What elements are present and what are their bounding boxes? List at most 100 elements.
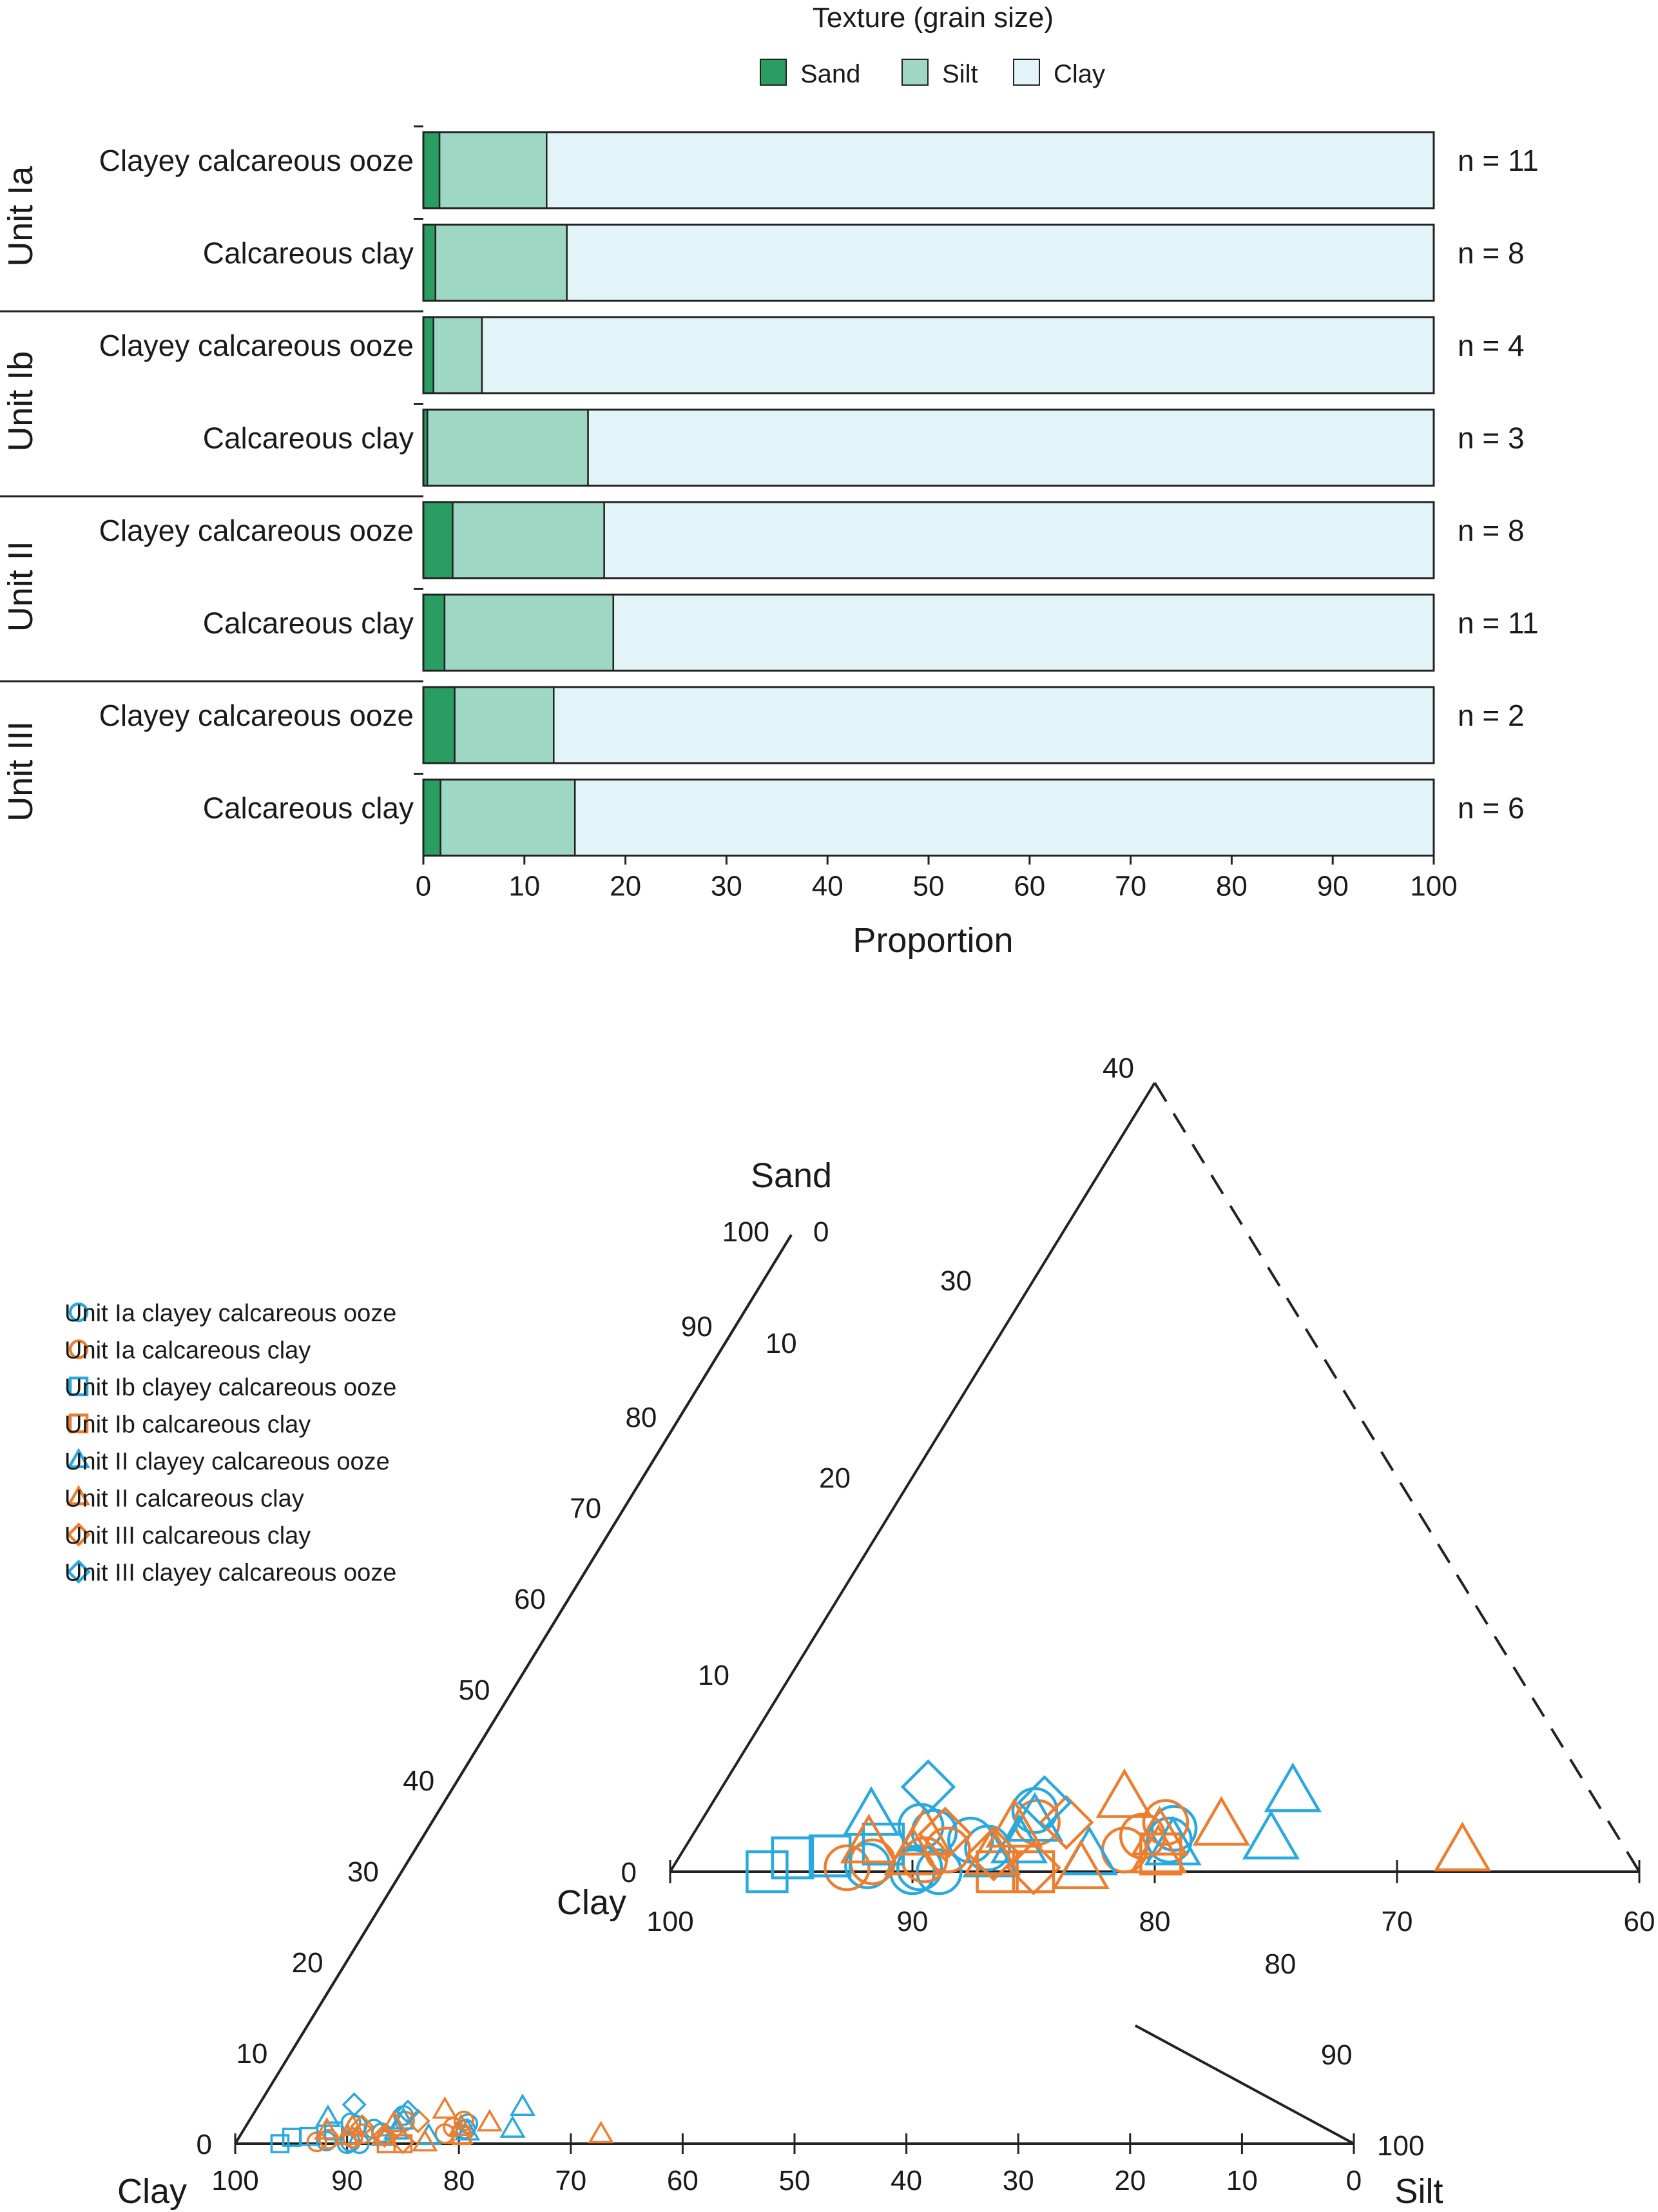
sand-tick-label: 90	[681, 1311, 713, 1343]
silt-tick-label: 80	[443, 2165, 475, 2197]
marker-circle	[824, 1844, 871, 1892]
marker-triangle	[840, 1814, 898, 1864]
bar-outline	[422, 686, 1435, 764]
marker-triangle	[842, 1786, 900, 1836]
ternary-ticks: 100 9010802070306040505040603070208010900…	[197, 1216, 1425, 2197]
row-label: Clayey calcareous ooze	[99, 144, 414, 177]
bar-segment-silt	[438, 131, 548, 209]
marker-triangle	[1052, 1839, 1110, 1889]
silt-vertex-label: Silt	[1394, 2172, 1443, 2211]
silt-tick-label: 10	[1226, 2165, 1258, 2197]
x-tick-label: 30	[711, 871, 742, 902]
x-axis: 0 10 20 30 40 50 60 70 80 90 100	[416, 855, 1458, 902]
legend-swatch-silt	[901, 59, 929, 86]
marker-square	[746, 1850, 789, 1894]
marker-triangle	[1006, 1792, 1064, 1842]
row-label: Calcareous clay	[203, 422, 414, 455]
bar-segment-sand	[422, 594, 446, 672]
x-tick-label: 0	[416, 871, 431, 902]
unit-group-labels: Unit Ia Unit Ib Unit II Unit III	[0, 166, 423, 822]
sand-tick-label: 30	[347, 1856, 379, 1888]
legend-swatch-sand	[760, 59, 787, 86]
inset-base-tick-label: 70	[1382, 1906, 1413, 1937]
marker-triangle	[588, 2120, 614, 2144]
marker-triangle	[1095, 1768, 1153, 1818]
bar-segment-sand	[422, 316, 434, 394]
legend-swatch-clay	[1013, 59, 1040, 86]
marker-diamond	[349, 2114, 375, 2139]
marker-triangle	[1264, 1762, 1322, 1812]
marker-triangle	[314, 2117, 340, 2140]
inset-points	[746, 1759, 1492, 1896]
x-tick-label: 10	[508, 871, 540, 902]
marker-diamond	[66, 1522, 91, 1547]
marker-triangle	[314, 2104, 342, 2127]
sand-tick-label: 80	[625, 1402, 657, 1433]
marker-circle	[457, 2113, 479, 2135]
marker-triangle	[896, 1805, 954, 1856]
x-tick-label: 20	[610, 871, 641, 902]
unit-label: Unit Ia	[1, 166, 40, 267]
marker-triangle	[340, 2113, 366, 2137]
row-label: Clayey calcareous ooze	[99, 699, 414, 732]
silt-tick-label: 0	[1346, 2165, 1362, 2197]
bar-segment-sand	[422, 131, 441, 209]
row-count: n = 3	[1458, 422, 1525, 455]
marker-triangle	[381, 2110, 407, 2133]
bar-segment-sand	[422, 224, 437, 302]
bar-segment-clay	[574, 779, 1435, 857]
bar-segment-silt	[454, 686, 555, 764]
sand-vertex-label: Sand	[751, 1156, 832, 1195]
marker-diamond	[342, 2092, 367, 2117]
silt-tick-label: 90	[331, 2165, 363, 2197]
x-tick-label: 90	[1317, 871, 1349, 902]
silt-tick-label: 100	[211, 2165, 258, 2197]
right-edge-label: 80	[1264, 1948, 1296, 1980]
legend-label-sand: Sand	[800, 60, 860, 88]
inset-sand-tick-label: 30	[940, 1265, 972, 1297]
silt-tick-label: 70	[555, 2165, 586, 2197]
marker-circle	[916, 1848, 963, 1896]
bar-segment-clay	[566, 224, 1435, 302]
inset-right-edge-dashed	[1153, 1082, 1641, 1873]
marker-circle	[896, 1844, 943, 1892]
bar-outline	[422, 131, 1435, 209]
marker-diamond	[917, 1807, 973, 1862]
bar-rows: Clayey calcareous ooze n = 11 Calcareous c…	[99, 125, 1539, 857]
bar-outline	[422, 409, 1435, 487]
inset-sand-tick-label: 40	[1103, 1053, 1134, 1084]
legend-label-clay: Clay	[1054, 60, 1105, 88]
marker-diamond	[1038, 1794, 1094, 1850]
sand-tick-label: 50	[459, 1674, 490, 1706]
marker-triangle	[454, 2118, 481, 2141]
marker-triangle	[963, 1825, 1021, 1876]
bar-segment-sand	[422, 686, 456, 764]
legend-entry: Unit Ia clayey calcareous ooze	[64, 1300, 396, 1327]
marker-triangle	[985, 1798, 1043, 1848]
ternary-frame	[234, 1234, 1354, 2145]
sand-tick-label: 0	[197, 2129, 212, 2160]
marker-diamond	[900, 1759, 956, 1815]
sand-tick-label: 60	[514, 1584, 546, 1615]
marker-circle	[1142, 1799, 1190, 1846]
row-label: Calcareous clay	[203, 237, 414, 270]
row-label: Clayey calcareous ooze	[99, 329, 414, 362]
row-count: n = 11	[1458, 606, 1539, 640]
marker-triangle	[66, 1485, 91, 1506]
bar-segment-clay	[603, 501, 1435, 579]
bar-segment-silt	[452, 501, 605, 579]
right-edge-label: 90	[1321, 2039, 1353, 2071]
marker-circle	[68, 1302, 89, 1323]
unit-label: Unit Ib	[1, 351, 40, 452]
bar-outline	[422, 501, 1435, 579]
row-count: n = 8	[1458, 237, 1525, 270]
silt-tick-label: 40	[891, 2165, 922, 2197]
marker-square	[68, 1413, 89, 1433]
marker-diamond	[1006, 1840, 1061, 1896]
ternary-diagram: Unit Ia clayey calcareous ooze Unit Ia ca…	[64, 1053, 1655, 2211]
row-label: Clayey calcareous ooze	[99, 514, 414, 547]
x-tick-label: 40	[812, 871, 843, 902]
marker-circle	[964, 1825, 1011, 1872]
silt-tick-label: 50	[779, 2165, 811, 2197]
